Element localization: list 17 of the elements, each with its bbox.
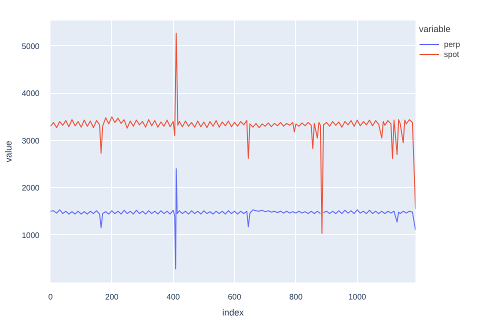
legend-label: spot [444, 49, 460, 59]
x-axis-title: index [222, 308, 244, 318]
x-tick-label: 1000 [348, 292, 367, 302]
y-tick-label: 5000 [22, 42, 40, 51]
y-axis-title: value [4, 140, 14, 162]
y-tick-label: 2000 [22, 184, 40, 193]
legend-title: variable [419, 24, 452, 34]
x-tick-label: 0 [48, 292, 54, 302]
line-series [50, 32, 416, 234]
y-tick-label: 4000 [22, 89, 40, 98]
x-tick-label: 200 [105, 292, 120, 302]
x-tick-label: 800 [289, 292, 304, 302]
y-tick-label: 3000 [22, 136, 40, 146]
legend-label: perp [444, 39, 462, 49]
y-tick-label: 1000 [22, 230, 40, 240]
x-tick-label: 600 [228, 292, 242, 302]
x-tick-label: 400 [166, 292, 180, 302]
